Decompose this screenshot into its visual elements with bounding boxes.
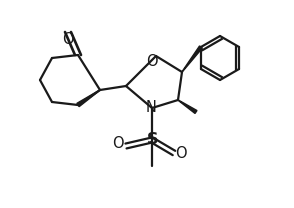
Polygon shape <box>178 100 197 113</box>
Text: O: O <box>112 136 124 151</box>
Polygon shape <box>77 90 100 107</box>
Polygon shape <box>182 46 202 72</box>
Text: S: S <box>147 131 159 146</box>
Text: O: O <box>175 146 187 161</box>
Text: O: O <box>62 31 74 47</box>
Text: O: O <box>146 54 158 69</box>
Text: N: N <box>146 99 156 114</box>
